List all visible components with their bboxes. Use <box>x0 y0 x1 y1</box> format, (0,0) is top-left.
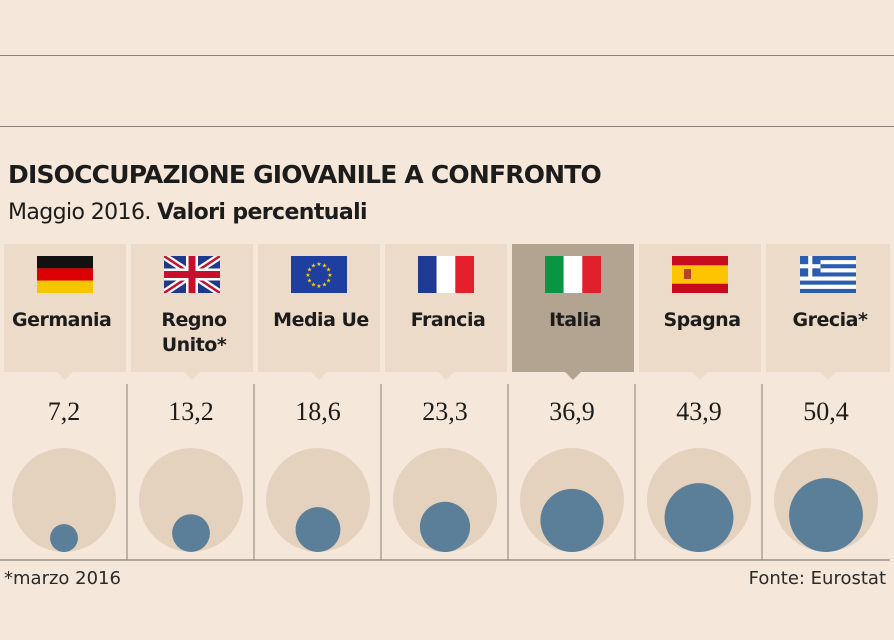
footnote: *marzo 2016 <box>4 568 121 589</box>
header-rule <box>0 126 894 127</box>
svg-text:★: ★ <box>322 282 327 289</box>
svg-text:★: ★ <box>322 262 327 269</box>
eu-flag: ★ ★ ★ ★ ★ ★ ★ ★ ★ ★ ★ ★ <box>291 256 347 293</box>
value-label: 50,4 <box>803 397 849 426</box>
bubble-chart: 7,2 13,2 18,6 23,3 36,9 43,9 50,4 <box>0 384 890 561</box>
card-label: Grecia* <box>792 309 868 331</box>
card-label: Regno Unito* <box>161 309 227 356</box>
value-bubble <box>664 483 734 552</box>
value-bubble <box>540 488 604 552</box>
value-bubble <box>50 524 78 552</box>
chart-subtitle: Maggio 2016. Valori percentuali <box>8 200 368 225</box>
card-francia: Francia <box>385 244 507 380</box>
card-label: Spagna <box>663 309 741 331</box>
svg-text:★: ★ <box>326 267 331 274</box>
value-label: 36,9 <box>549 397 595 426</box>
svg-text:★: ★ <box>327 272 332 279</box>
source-note: Fonte: Eurostat <box>748 568 886 589</box>
value-bubble <box>789 478 863 552</box>
value-bubble <box>172 514 210 552</box>
svg-text:★: ★ <box>326 278 331 285</box>
svg-text:★: ★ <box>316 283 321 290</box>
value-label: 23,3 <box>422 397 468 426</box>
card-grecia: Grecia* <box>766 244 890 380</box>
value-bubble <box>295 507 341 552</box>
svg-text:★: ★ <box>316 261 321 268</box>
spain-flag <box>672 256 728 293</box>
subtitle-units: Valori percentuali <box>157 200 367 225</box>
card-italia: Italia <box>512 244 634 380</box>
reference-circle <box>139 448 243 552</box>
italy-flag <box>545 256 601 293</box>
card-media-ue: ★ ★ ★ ★ ★ ★ ★ ★ ★ ★ ★ ★ Media Ue <box>258 244 380 380</box>
reference-circle <box>393 448 497 552</box>
chart-title: DISOCCUPAZIONE GIOVANILE A CONFRONTO <box>8 160 602 189</box>
uk-flag <box>164 256 220 293</box>
card-pointer <box>184 372 200 380</box>
value-label: 43,9 <box>676 397 722 426</box>
value-label: 7,2 <box>48 397 81 426</box>
value-label: 18,6 <box>295 397 341 426</box>
svg-text:★: ★ <box>311 262 316 269</box>
top-rule <box>0 55 894 56</box>
reference-circle <box>266 448 370 552</box>
svg-text:★: ★ <box>311 282 316 289</box>
card-pointer <box>820 372 836 380</box>
card-germania: Germania <box>4 244 126 380</box>
svg-text:★: ★ <box>307 267 312 274</box>
card-pointer <box>311 372 327 380</box>
card-label: Media Ue <box>273 309 369 331</box>
svg-text:★: ★ <box>305 272 310 279</box>
greece-flag <box>800 256 856 293</box>
value-label: 13,2 <box>168 397 214 426</box>
reference-circle <box>12 448 116 552</box>
card-pointer <box>565 372 581 380</box>
card-pointer <box>438 372 454 380</box>
country-cards: Germania Regno Unito* ★ ★ ★ ★ ★ ★ ★ ★ ★ ★ ★ ★ Media… <box>0 244 894 384</box>
card-label: Italia <box>549 309 601 331</box>
subtitle-date: Maggio 2016. <box>8 200 151 225</box>
card-pointer <box>692 372 708 380</box>
card-label: Francia <box>410 309 486 331</box>
card-spagna: Spagna <box>639 244 761 380</box>
card-pointer <box>57 372 73 380</box>
card-regno-unito: Regno Unito* <box>131 244 253 380</box>
svg-text:★: ★ <box>307 278 312 285</box>
card-label: Germania <box>12 309 112 331</box>
value-bubble <box>419 501 471 552</box>
france-flag <box>418 256 474 293</box>
germany-flag <box>37 256 93 293</box>
